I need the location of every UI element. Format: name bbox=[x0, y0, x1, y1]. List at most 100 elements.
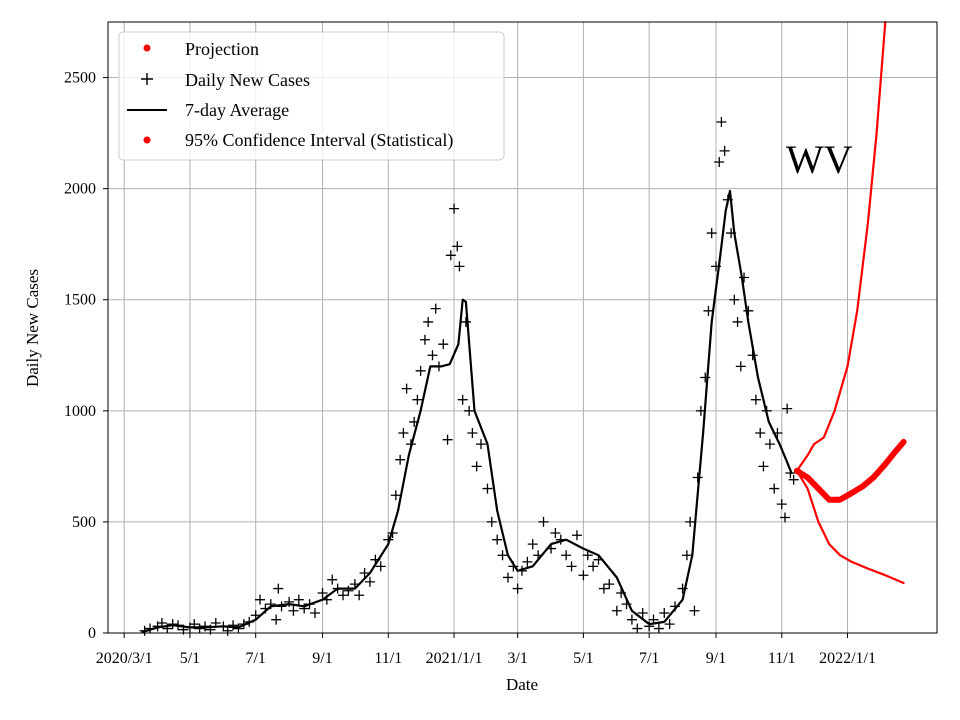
daily-case-point bbox=[486, 516, 497, 527]
y-tick-label: 500 bbox=[72, 514, 96, 531]
legend-label: 95% Confidence Interval (Statistical) bbox=[185, 130, 453, 151]
daily-case-point bbox=[664, 619, 675, 630]
x-tick-label: 3/1 bbox=[507, 650, 527, 667]
daily-case-point bbox=[271, 614, 282, 625]
daily-case-point bbox=[571, 530, 582, 541]
daily-case-point bbox=[578, 570, 589, 581]
daily-case-point bbox=[492, 534, 503, 545]
daily-case-point bbox=[359, 568, 370, 579]
projection-line bbox=[793, 438, 907, 503]
daily-case-point bbox=[464, 405, 475, 416]
daily-case-point bbox=[782, 403, 793, 414]
daily-case-point bbox=[632, 623, 643, 634]
daily-case-point bbox=[467, 428, 478, 439]
daily-case-point bbox=[566, 561, 577, 572]
daily-case-point bbox=[732, 316, 743, 327]
daily-case-point bbox=[390, 490, 401, 501]
legend: Projection Daily New Cases 7-day Average… bbox=[118, 31, 505, 161]
legend-item-confidence-interval: 95% Confidence Interval (Statistical) bbox=[143, 130, 453, 151]
ci-lower-line bbox=[795, 469, 905, 585]
x-tick-label: 2021/1/1 bbox=[426, 650, 483, 667]
daily-case-point bbox=[776, 499, 787, 510]
daily-case-point bbox=[502, 572, 513, 583]
series-layer bbox=[139, 20, 907, 636]
legend-marker-plus bbox=[141, 73, 153, 85]
legend-label: Daily New Cases bbox=[185, 70, 310, 90]
daily-case-point bbox=[692, 472, 703, 483]
daily-case-point bbox=[423, 316, 434, 327]
y-tick-label: 2500 bbox=[64, 70, 96, 87]
legend-label: Projection bbox=[185, 39, 259, 59]
x-axis: 2020/3/1 5/1 7/1 9/1 11/1 2021/1/1 3/1 5/1 7/1 9/… bbox=[96, 633, 876, 667]
daily-case-point bbox=[449, 203, 460, 214]
x-tick-label: 5/1 bbox=[180, 650, 200, 667]
daily-case-point bbox=[273, 583, 284, 594]
daily-case-point bbox=[703, 305, 714, 316]
legend-label: 7-day Average bbox=[185, 100, 289, 120]
daily-case-point bbox=[412, 394, 423, 405]
daily-case-point bbox=[288, 605, 299, 616]
daily-case-point bbox=[604, 579, 615, 590]
daily-case-point bbox=[611, 605, 622, 616]
daily-case-point bbox=[364, 576, 375, 587]
daily-case-point bbox=[415, 365, 426, 376]
y-tick-label: 0 bbox=[88, 625, 96, 642]
daily-case-point bbox=[588, 561, 599, 572]
daily-case-point bbox=[454, 261, 465, 272]
x-tick-label: 2022/1/1 bbox=[819, 650, 876, 667]
x-axis-title: Date bbox=[506, 675, 538, 694]
y-tick-label: 1000 bbox=[64, 403, 96, 420]
legend-item-projection: Projection bbox=[143, 39, 259, 59]
daily-case-point bbox=[743, 305, 754, 316]
daily-case-point bbox=[419, 334, 430, 345]
seven-day-average-line bbox=[141, 189, 793, 634]
daily-case-point bbox=[719, 145, 730, 156]
daily-case-point bbox=[497, 550, 508, 561]
daily-case-point bbox=[779, 512, 790, 523]
y-axis-title: Daily New Cases bbox=[23, 269, 42, 387]
daily-case-point bbox=[255, 594, 266, 605]
daily-case-point bbox=[706, 228, 717, 239]
y-tick-label: 1500 bbox=[64, 292, 96, 309]
daily-case-point bbox=[729, 294, 740, 305]
daily-case-point bbox=[685, 516, 696, 527]
daily-case-point bbox=[375, 561, 386, 572]
daily-case-point bbox=[445, 250, 456, 261]
daily-case-point bbox=[755, 428, 766, 439]
daily-case-point bbox=[427, 350, 438, 361]
daily-case-point bbox=[653, 623, 664, 634]
y-axis: 0 500 1000 1500 2000 2500 bbox=[64, 70, 108, 642]
state-label: WV bbox=[786, 137, 853, 182]
daily-case-point bbox=[659, 608, 670, 619]
x-tick-label: 5/1 bbox=[573, 650, 593, 667]
daily-case-point bbox=[626, 614, 637, 625]
daily-case-point bbox=[442, 434, 453, 445]
daily-case-point bbox=[398, 428, 409, 439]
daily-case-point bbox=[309, 608, 320, 619]
daily-case-point bbox=[317, 588, 328, 599]
daily-case-point bbox=[689, 605, 700, 616]
legend-item-7-day-average: 7-day Average bbox=[127, 100, 289, 120]
daily-case-point bbox=[735, 361, 746, 372]
daily-case-point bbox=[452, 241, 463, 252]
daily-case-point bbox=[598, 583, 609, 594]
daily-case-point bbox=[538, 516, 549, 527]
daily-case-point bbox=[354, 590, 365, 601]
daily-case-point bbox=[293, 594, 304, 605]
daily-case-point bbox=[438, 339, 449, 350]
x-tick-label: 11/1 bbox=[374, 650, 402, 667]
x-tick-label: 7/1 bbox=[245, 650, 265, 667]
x-tick-label: 7/1 bbox=[639, 650, 659, 667]
plot-frame bbox=[107, 21, 938, 634]
daily-case-point bbox=[637, 608, 648, 619]
daily-case-point bbox=[582, 550, 593, 561]
daily-case-point bbox=[401, 383, 412, 394]
daily-case-point bbox=[343, 585, 354, 596]
daily-case-point bbox=[561, 550, 572, 561]
x-tick-label: 9/1 bbox=[312, 650, 332, 667]
daily-case-point bbox=[338, 590, 349, 601]
daily-case-point bbox=[284, 596, 295, 607]
daily-case-point bbox=[716, 116, 727, 127]
daily-case-point bbox=[714, 156, 725, 167]
x-tick-label: 9/1 bbox=[706, 650, 726, 667]
